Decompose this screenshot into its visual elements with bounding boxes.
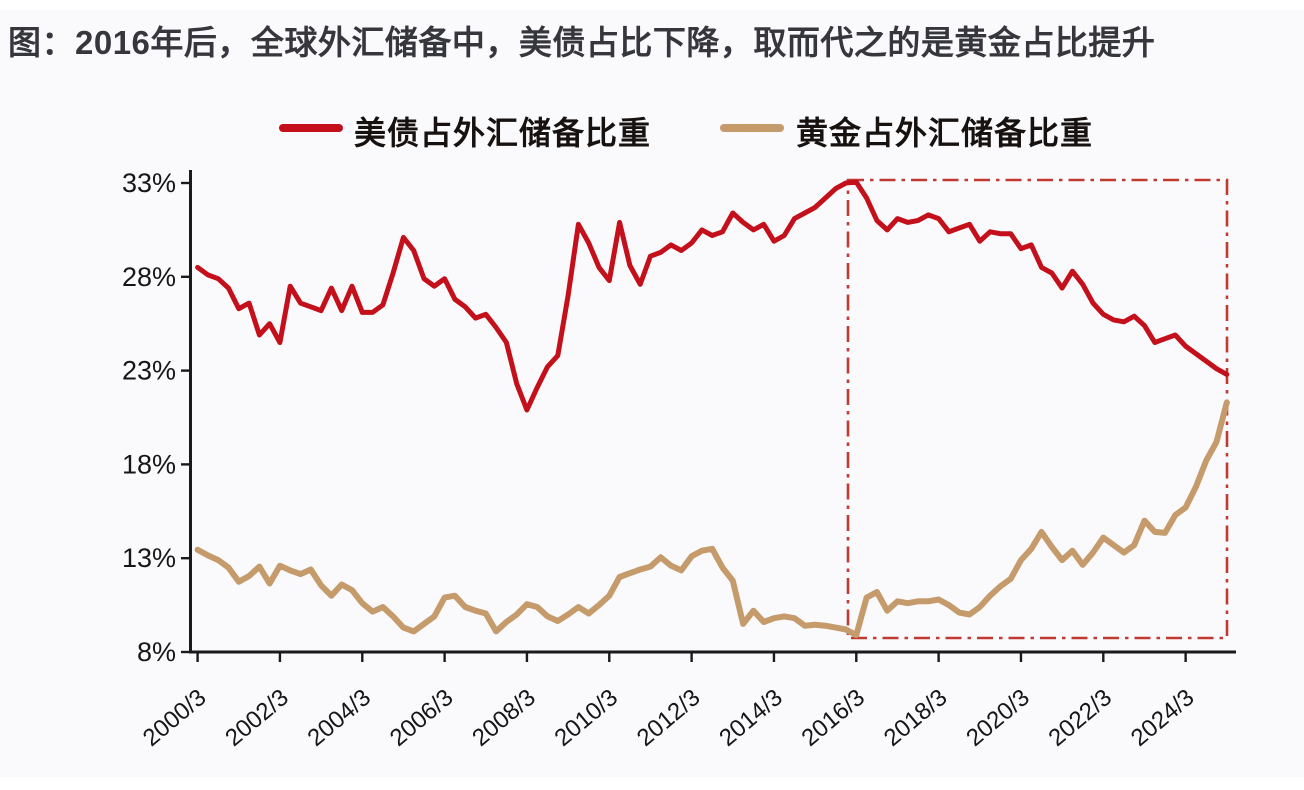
y-tick-label: 8% (137, 637, 176, 667)
y-tick-label: 33% (122, 168, 176, 198)
y-tick-label: 13% (122, 543, 176, 573)
gold-legend-swatch (720, 124, 784, 132)
chart-legend: 美债占外汇储备比重 黄金占外汇储备比重 (0, 0, 1304, 160)
x-tick-label: 2000/3 (138, 684, 212, 752)
x-tick-label: 2014/3 (714, 684, 788, 752)
x-tick-label: 2018/3 (879, 684, 953, 752)
y-tick-label: 28% (122, 262, 176, 292)
y-tick-label: 23% (122, 356, 176, 386)
gold-legend-label: 黄金占外汇储备比重 (796, 114, 1094, 152)
x-tick-label: 2010/3 (550, 684, 624, 752)
x-tick-label: 2012/3 (632, 684, 706, 752)
us-debt-legend-label: 美债占外汇储备比重 (354, 114, 652, 152)
bottom-margin-strip (0, 777, 1304, 790)
page-title: 图：2016年后，全球外汇储备中，美债占比下降，取而代之的是黄金占比提升 (8, 24, 1156, 61)
gold-line (194, 399, 1230, 639)
highlight-box (846, 178, 1229, 640)
x-tick-label: 2004/3 (303, 684, 377, 752)
y-tick-label: 18% (122, 449, 176, 479)
us-debt-legend-swatch (279, 124, 343, 132)
x-tick-label: 2016/3 (797, 684, 871, 752)
x-tick-label: 2020/3 (961, 684, 1035, 752)
x-tick-label: 2024/3 (1126, 684, 1200, 752)
x-tick-label: 2006/3 (385, 684, 459, 752)
x-tick-label: 2022/3 (1044, 684, 1118, 752)
x-tick-label: 2002/3 (220, 684, 294, 752)
top-margin-strip (0, 0, 1304, 10)
us-debt-line (195, 179, 1230, 413)
x-tick-label: 2008/3 (467, 684, 541, 752)
